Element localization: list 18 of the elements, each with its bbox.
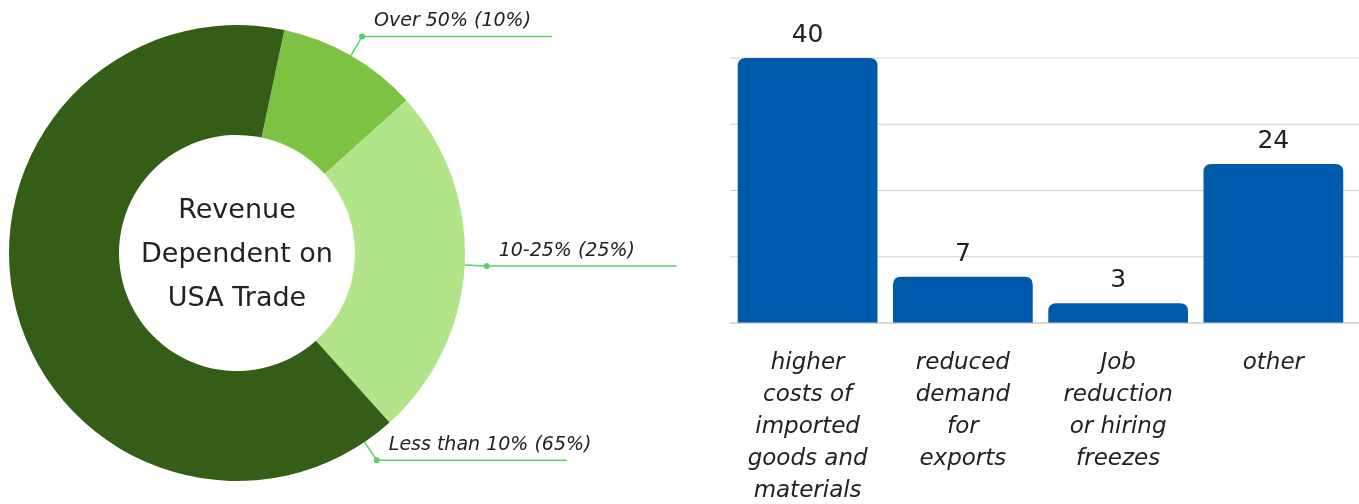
x-tick-label: Job reduction or hiring freezes [1063,348,1173,470]
x-tick-label: higher costs of imported goods and materials [747,348,868,502]
x-tick-label: other [1242,348,1306,374]
slice-label: Over 50% (10%) [374,8,532,31]
bar [893,276,1033,323]
data-label: 24 [1257,125,1290,154]
donut-slice [9,25,390,481]
slice-label: 10-25% (25%) [498,238,636,261]
data-label: 40 [791,19,824,48]
bar [737,58,878,323]
bar [1203,164,1344,323]
bar [1048,303,1188,323]
data-label: 3 [1110,264,1127,294]
data-label: 7 [954,237,971,267]
slice-label: Less than 10% (65%) [388,432,592,455]
x-tick-label: reduced demand for exports [915,348,1011,470]
donut-slice [261,29,407,175]
text: Revenue Dependent on USA Trade [141,193,333,312]
